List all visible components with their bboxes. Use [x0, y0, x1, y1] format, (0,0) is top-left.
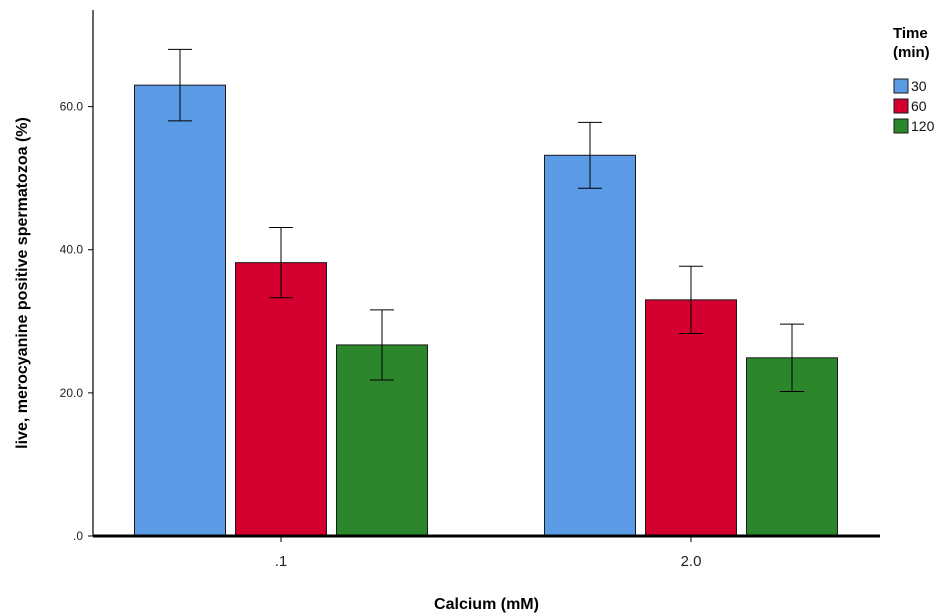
y-axis-title: live, merocyanine positive spermatozoa (… — [14, 117, 31, 449]
x-axis-title: Calcium (mM) — [434, 596, 539, 613]
legend-items: 30 60 120 — [893, 78, 935, 134]
legend-title-line-1: Time — [893, 25, 928, 42]
legend-swatch-30 — [893, 78, 909, 94]
legend-label-120: 120 — [911, 118, 935, 134]
legend-title-line-2: (min) — [893, 44, 930, 61]
bar-60-1 — [235, 262, 327, 537]
legend-label-60: 60 — [911, 98, 927, 114]
y-tick-label: 40.0 — [60, 243, 84, 257]
bars-layer — [134, 84, 838, 537]
bar-30-1 — [134, 84, 226, 537]
y-ticks-layer: .0 20.0 40.0 60.0 — [60, 100, 93, 543]
y-tick-label: 60.0 — [60, 100, 84, 114]
y-tick-label: 20.0 — [60, 386, 84, 400]
axes-layer — [92, 10, 880, 538]
y-tick-label: .0 — [73, 529, 83, 543]
x-tick-labels-layer: .1 2.0 — [275, 536, 702, 570]
bar-60-2 — [645, 299, 737, 537]
legend-swatch-60 — [893, 98, 909, 114]
legend: Time (min) 30 60 120 — [893, 25, 935, 134]
x-tick-label: .1 — [275, 553, 288, 570]
legend-swatch-120 — [893, 118, 909, 134]
error-bars-layer — [168, 48, 804, 392]
legend-label-30: 30 — [911, 78, 927, 94]
x-tick-label: 2.0 — [681, 553, 702, 570]
bar-30-2 — [544, 154, 636, 537]
